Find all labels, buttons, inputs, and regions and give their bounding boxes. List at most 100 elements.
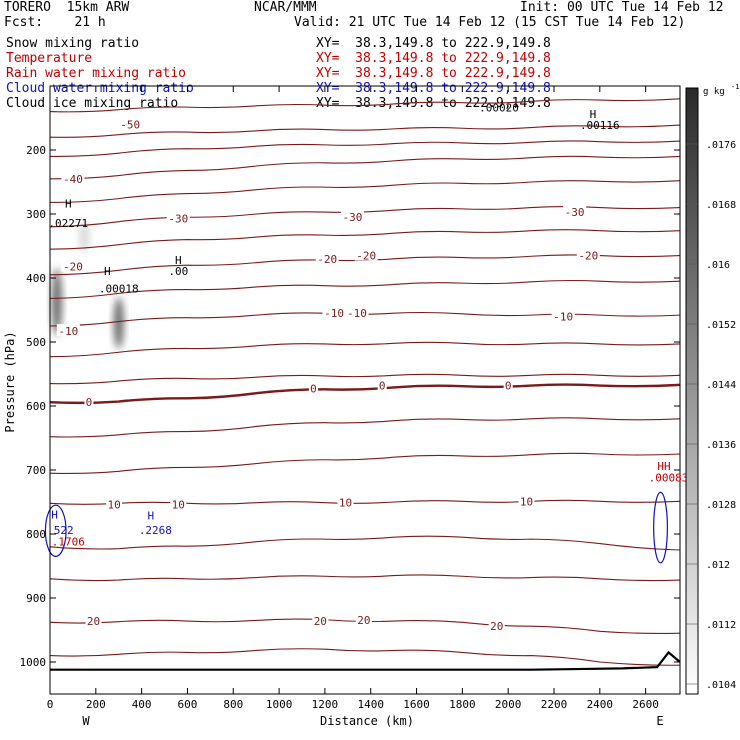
isotherm-line <box>49 452 681 475</box>
isotherm-label-bg <box>576 248 600 261</box>
isotherm-line <box>49 383 681 405</box>
x-tick-label: 1800 <box>449 698 476 711</box>
y-tick-label: 300 <box>26 208 46 221</box>
x-tick-label: 1200 <box>312 698 339 711</box>
axis-layer: 0 200 400 600 800 1000 1200 1400 1600 1800 2000 220… <box>3 86 680 728</box>
x-tick-label: 400 <box>132 698 152 711</box>
isotherm-line <box>49 155 681 180</box>
isotherm-label: 10 <box>108 499 121 512</box>
extremum-label: 522 <box>54 524 74 537</box>
x-tick-label: 1400 <box>357 698 384 711</box>
isotherm-label-bg <box>308 381 318 394</box>
isotherm-label: 10 <box>520 495 533 508</box>
center-title: NCAR/MMM <box>254 0 317 15</box>
isotherm-label: 0 <box>86 396 93 409</box>
valid-time: Valid: 21 UTC Tue 14 Feb 12 (15 CST Tue … <box>294 15 686 30</box>
snow-shading-blob <box>79 220 90 253</box>
isotherm-label: -10 <box>58 325 78 338</box>
colorbar-label: .012 <box>706 560 730 571</box>
isotherm-label-bg <box>85 614 102 627</box>
isotherm-line <box>49 417 681 438</box>
isotherm-line <box>49 373 681 385</box>
isotherm-label-bg <box>337 495 354 508</box>
extremum-label: H <box>51 509 58 522</box>
x-tick-label: 600 <box>178 698 198 711</box>
y-tick-label: 600 <box>26 400 46 413</box>
isotherm-label: 20 <box>87 615 100 628</box>
colorbar-gradient <box>685 87 699 695</box>
isotherm-label-bg <box>355 612 372 625</box>
isotherm-label: -40 <box>63 173 83 186</box>
model-title: TORERO 15km ARW <box>4 0 130 15</box>
y-tick-label: 1000 <box>20 656 47 669</box>
x-tick-label: 200 <box>86 698 106 711</box>
isotherm-label: -10 <box>324 307 344 320</box>
terrain-line <box>50 650 681 671</box>
field-name-snow: Snow mixing ratio <box>6 36 140 51</box>
extremum-label: H <box>104 265 111 278</box>
isotherm-label-bg <box>84 395 94 408</box>
field-xy-rain: XY= 38.3,149.8 to 222.9,149.8 <box>316 66 551 81</box>
isotherm-label: 10 <box>172 499 185 512</box>
extremum-label: H <box>590 108 597 121</box>
colorbar-label: .016 <box>706 260 730 271</box>
x-axis-label: Distance (km) <box>320 714 414 728</box>
isotherm-label-bg <box>118 117 142 130</box>
isotherm-label-bg <box>345 306 369 319</box>
isotherm-label-bg <box>322 306 346 319</box>
isotherm-label: 10 <box>339 497 352 510</box>
x-tick-label: 2000 <box>495 698 522 711</box>
isotherm-label: -20 <box>63 260 83 273</box>
isotherm-label-bg <box>354 248 378 261</box>
isotherm-label-bg <box>340 210 364 223</box>
x-tick-label: 2600 <box>632 698 659 711</box>
isotherm-label-bg <box>106 497 123 510</box>
extremum-label: .1706 <box>52 536 85 549</box>
snow-shading-blob <box>51 268 62 336</box>
x-tick-label: 1600 <box>403 698 430 711</box>
isotherm-label: -20 <box>356 250 376 263</box>
isotherm-label: 20 <box>357 614 370 627</box>
isotherm-label-bg <box>551 309 575 322</box>
cloud-water-contour <box>44 504 67 557</box>
isotherm-layer <box>49 98 681 666</box>
field-xy-snow: XY= 38.3,149.8 to 222.9,149.8 <box>316 36 551 51</box>
cloud-water-layer <box>44 491 668 564</box>
east-endpoint-label: E <box>656 714 663 728</box>
isotherm-label: 0 <box>379 380 386 393</box>
extremum-label: .00020 <box>479 102 519 115</box>
isotherm-label: -30 <box>168 212 188 225</box>
field-xy-temperature: XY= 38.3,149.8 to 222.9,149.8 <box>316 51 551 66</box>
extremum-label: .00 <box>168 265 188 278</box>
isotherm-label-bg <box>61 171 85 184</box>
colorbar-label: .0152 <box>706 320 736 331</box>
colorbar: g kg -1 .0176 .0168 .016 .0152 .0144 .0136 .0128… <box>685 83 739 695</box>
isotherm-label: -20 <box>578 250 598 263</box>
x-tick-label: 1000 <box>266 698 293 711</box>
isotherm-line <box>49 140 681 157</box>
isotherm-label-bg <box>503 378 513 391</box>
snow-shading-blob <box>113 297 124 349</box>
isotherm-label-bg <box>488 619 505 632</box>
isotherm-label: -10 <box>553 310 573 323</box>
y-tick-label: 800 <box>26 528 46 541</box>
west-endpoint-label: W <box>82 714 90 728</box>
x-tick-label: 800 <box>223 698 243 711</box>
isotherm-line <box>49 499 681 505</box>
isotherm-label: 0 <box>505 380 512 393</box>
y-tick-label: 200 <box>26 144 46 157</box>
isotherm-label: 20 <box>490 620 503 633</box>
y-axis-label: Pressure (hPa) <box>3 331 17 432</box>
y-tick-label: 900 <box>26 592 46 605</box>
isotherm-label-bg <box>315 251 339 264</box>
isotherm-line <box>49 229 681 250</box>
isotherm-label-bg <box>377 378 387 391</box>
isotherm-label-bg <box>61 259 85 272</box>
colorbar-label: .0112 <box>706 620 736 631</box>
isotherm-label: 0 <box>310 383 317 396</box>
extremum-label: H <box>175 254 182 267</box>
isotherm-label: -10 <box>347 307 367 320</box>
plot-frame <box>49 85 681 695</box>
isotherm-label-bg <box>170 497 187 510</box>
